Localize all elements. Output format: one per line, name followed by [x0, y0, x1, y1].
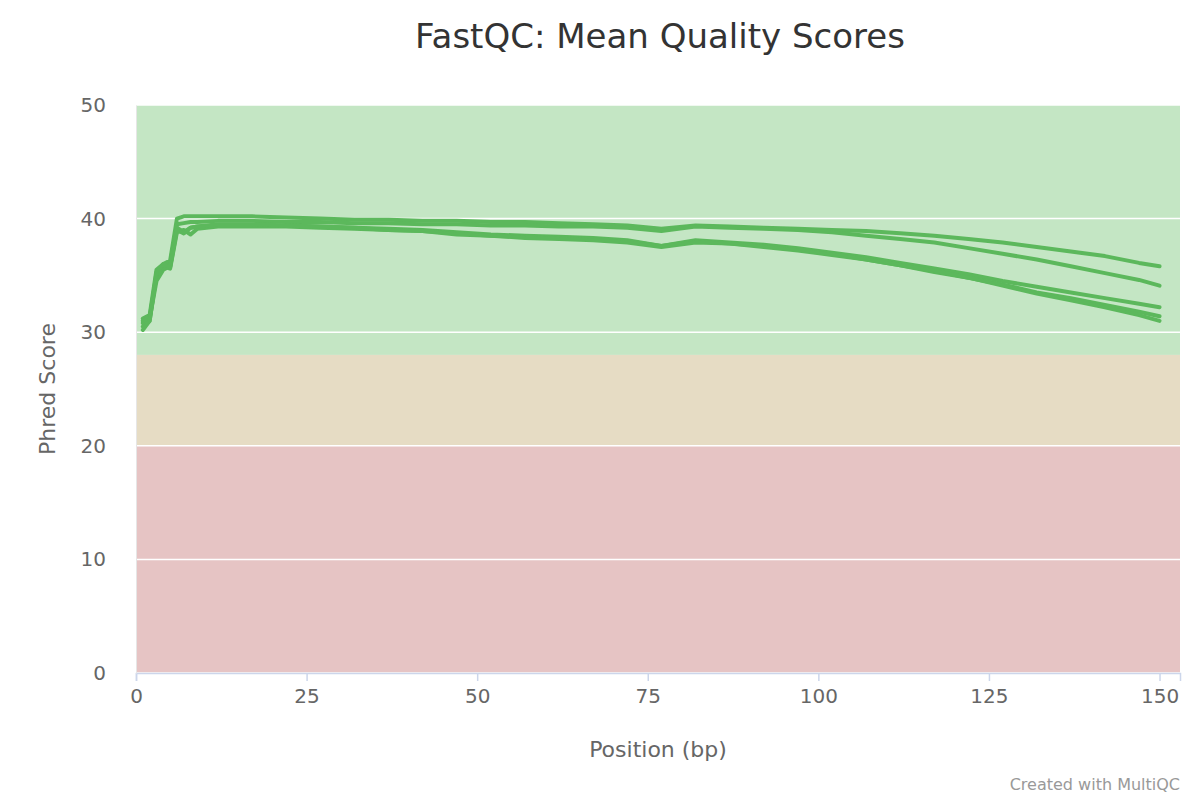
tick-mark [477, 673, 479, 681]
tick: 150 [1141, 673, 1179, 708]
tick: 50 [465, 673, 490, 708]
tick-mark [818, 673, 820, 681]
credit: Created with MultiQC [1010, 775, 1180, 794]
tick: 30 [81, 320, 136, 344]
y-axis-title: Phred Score [35, 323, 60, 455]
tick: 20 [81, 434, 136, 458]
tick-label: 50 [81, 93, 106, 117]
tick: 40 [81, 207, 136, 231]
series-line [143, 225, 1160, 323]
tick: 10 [81, 547, 136, 571]
tick-mark [306, 673, 308, 681]
tick-label: 30 [81, 320, 106, 344]
grid-line [136, 331, 1180, 333]
tick-label: 0 [130, 684, 143, 708]
tick-label: 25 [294, 684, 319, 708]
tick: 0 [93, 661, 136, 685]
threshold-band [136, 446, 1180, 673]
tick-label: 40 [81, 207, 106, 231]
tick: 50 [81, 93, 136, 117]
grid [136, 105, 1180, 673]
tick-label: 100 [800, 684, 838, 708]
bands [136, 105, 1180, 673]
tick-mark [648, 673, 650, 681]
tick-label: 50 [465, 684, 490, 708]
tick-label: 0 [93, 661, 106, 685]
tick: 0 [130, 673, 143, 708]
grid-line [136, 559, 1180, 561]
tick: 100 [800, 673, 838, 708]
x-axis: 0 25 50 75 100 125 150 [130, 673, 1180, 708]
threshold-band [136, 355, 1180, 446]
tick-label: 150 [1141, 684, 1179, 708]
series [143, 216, 1160, 330]
tick-label: 10 [81, 547, 106, 571]
tick-label: 125 [970, 684, 1008, 708]
grid-line [136, 445, 1180, 447]
tick: 125 [970, 673, 1008, 708]
grid-line [136, 104, 1180, 106]
tick-mark [136, 673, 138, 681]
axis-line [137, 674, 1181, 682]
threshold-band [136, 105, 1180, 355]
title: FastQC: Mean Quality Scores [415, 16, 905, 56]
tick: 25 [294, 673, 319, 708]
tick: 75 [636, 673, 661, 708]
y-axis: 0 10 20 30 40 50 [81, 93, 137, 685]
series-line [143, 221, 1160, 327]
tick-label: 20 [81, 434, 106, 458]
tick-label: 75 [636, 684, 661, 708]
series-line [143, 224, 1160, 330]
tick-mark [1159, 673, 1161, 681]
axis-line [136, 106, 137, 674]
x-axis-title: Position (bp) [589, 737, 727, 762]
chart: 0 25 50 75 100 125 150 0 10 20 30 40 50 FastQC: Mean … [0, 0, 1200, 800]
series-line [143, 227, 1160, 321]
tick-mark [989, 673, 991, 681]
